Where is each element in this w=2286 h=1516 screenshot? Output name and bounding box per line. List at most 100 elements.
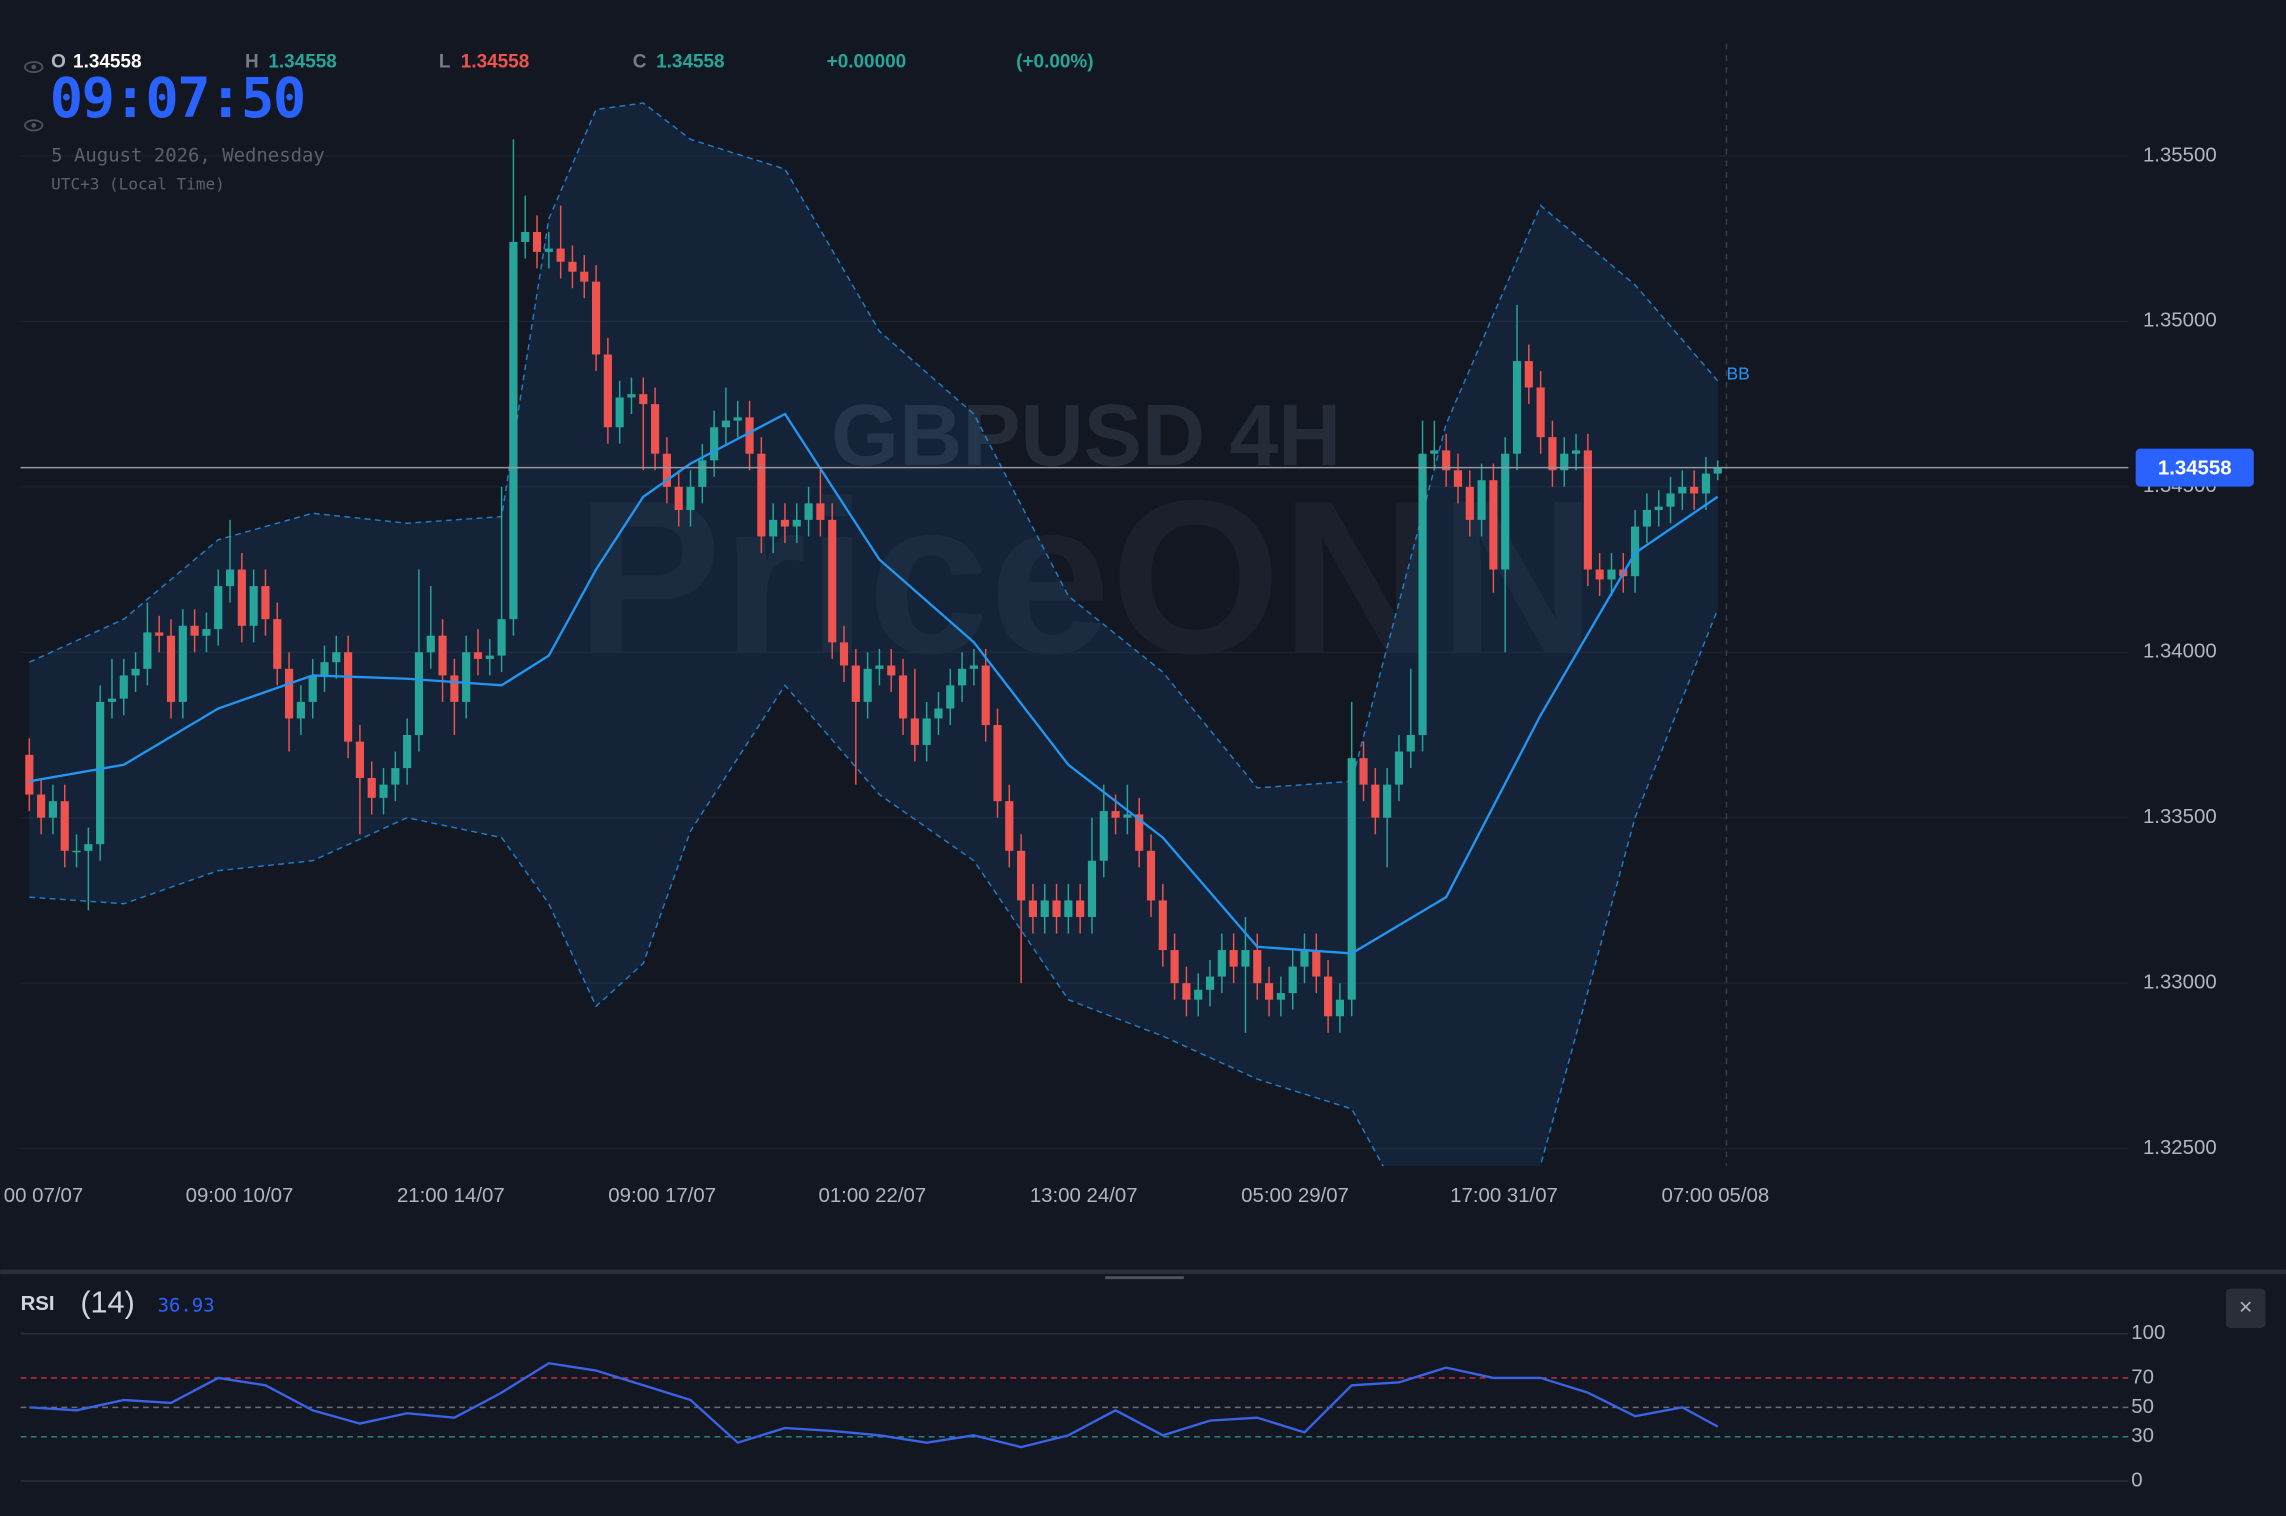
candle [958, 652, 967, 702]
last-price-label: 1.34558 [2158, 457, 2232, 479]
candle-body [627, 394, 636, 398]
pane-separator[interactable] [0, 1269, 2286, 1275]
candle [1076, 883, 1085, 934]
candle-body [367, 778, 376, 798]
candle-body [710, 427, 719, 461]
candle [1548, 420, 1557, 487]
candle-body [166, 635, 176, 702]
candle [733, 400, 742, 438]
candle-body [1099, 811, 1108, 861]
candle [1135, 797, 1144, 868]
candle-body [214, 586, 223, 630]
candle-body [591, 281, 601, 355]
candle-body [1394, 751, 1404, 785]
candle [1229, 933, 1238, 984]
close-button[interactable]: × [2226, 1288, 2266, 1328]
timezone: UTC+3 (Local Time) [51, 175, 225, 194]
candle [1371, 768, 1380, 835]
candle-body [155, 632, 164, 636]
candle-body [1666, 493, 1675, 507]
close-label: C [633, 52, 647, 73]
candle-body [1288, 966, 1297, 994]
candle-body [284, 668, 294, 719]
candle [1253, 933, 1262, 1000]
candle-body [1359, 758, 1368, 785]
candle [25, 738, 34, 812]
candle [1453, 453, 1463, 504]
candle-body [1111, 811, 1120, 818]
candle-body [686, 486, 695, 510]
candle-body [48, 801, 58, 818]
candle-body [946, 685, 955, 709]
candle [155, 615, 164, 653]
candle-body [462, 652, 471, 702]
close-button-label[interactable]: × [2239, 1293, 2253, 1319]
candle [1312, 933, 1321, 994]
candle [497, 486, 506, 673]
candle-body [249, 586, 258, 626]
candle [1465, 470, 1474, 537]
x-tick-label: 01:00 22/07 [818, 1185, 926, 1207]
candle [1241, 916, 1250, 1033]
price-pane: 1.325001.330001.335001.340001.345001.350… [4, 43, 2254, 1207]
candle [521, 195, 530, 259]
candle-body [1158, 900, 1167, 951]
candle [1064, 883, 1073, 934]
candle-body [497, 619, 506, 656]
candle-body [84, 844, 93, 851]
candle-body [745, 417, 754, 454]
candle [1170, 933, 1179, 1000]
band-lower [29, 608, 1719, 1167]
low-label: L [439, 52, 451, 73]
candle [1324, 960, 1333, 1033]
candle [332, 635, 341, 679]
eye-icon[interactable] [24, 61, 44, 74]
candle-body [1512, 361, 1522, 454]
candle [639, 377, 648, 471]
candle [403, 718, 412, 785]
candle [355, 725, 364, 835]
candle [1489, 463, 1498, 593]
low-value: 1.34558 [461, 52, 529, 73]
clock: 09:07:50 [50, 67, 305, 131]
x-tick-label: 05:00 29/07 [1241, 1185, 1349, 1207]
y-tick-label: 1.33500 [2143, 806, 2217, 828]
candle-body [509, 241, 518, 620]
candle-body [1347, 758, 1356, 1000]
candle-body [1276, 993, 1285, 1000]
candle-body [1536, 387, 1545, 438]
close-button-bg[interactable] [2226, 1288, 2266, 1328]
candle-body [733, 417, 742, 421]
candle-body [1040, 900, 1049, 917]
eye-icon[interactable] [24, 119, 44, 132]
candle-body [804, 503, 813, 520]
candle-body [1182, 983, 1191, 1000]
candle-body [1076, 900, 1085, 917]
candle-body [1418, 453, 1427, 735]
candle-body [698, 460, 707, 487]
rsi-line [29, 1362, 1719, 1449]
change-value: +0.00000 [827, 52, 907, 73]
candle-body [308, 675, 317, 702]
y-tick-label: 1.33000 [2143, 972, 2217, 994]
candle-body [1229, 950, 1238, 967]
candle [178, 609, 187, 719]
candle [1666, 476, 1675, 524]
candle-body [60, 801, 69, 851]
candle-body [1678, 486, 1687, 494]
candle [804, 486, 813, 537]
candle-body [1453, 470, 1463, 487]
candle [1099, 784, 1108, 878]
candle [1040, 883, 1049, 934]
candle-body [1241, 950, 1250, 967]
candle [887, 648, 896, 692]
candle-body [603, 354, 612, 428]
candle [190, 609, 199, 653]
candle [320, 645, 329, 692]
candle [1678, 470, 1687, 510]
open-label: O [51, 52, 66, 73]
candle [1347, 701, 1356, 1017]
candle-body [225, 569, 235, 587]
candle [1087, 817, 1097, 934]
